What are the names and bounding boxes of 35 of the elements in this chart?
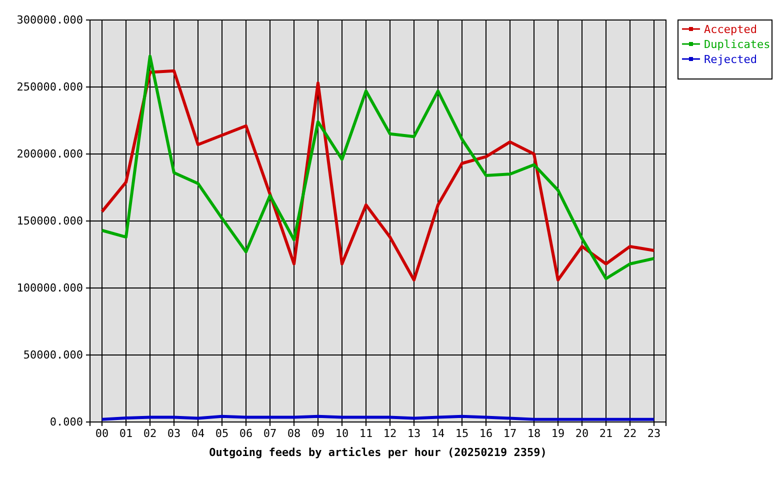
x-tick-label: 18 (527, 426, 541, 440)
y-tick-label: 150000.000 (16, 214, 83, 228)
legend-label: Accepted (704, 23, 757, 36)
x-tick-label: 05 (215, 426, 229, 440)
y-tick-label: 50000.000 (23, 348, 83, 362)
x-tick-label: 12 (383, 426, 397, 440)
x-tick-label: 07 (263, 426, 277, 440)
x-tick-label: 11 (359, 426, 373, 440)
x-tick-label: 10 (335, 426, 349, 440)
y-tick-label: 100000.000 (16, 282, 83, 295)
y-tick-label: 0.000 (50, 416, 83, 429)
legend-label: Rejected (704, 53, 757, 66)
x-tick-label: 14 (431, 426, 445, 440)
x-tick-label: 01 (119, 426, 133, 440)
x-tick-label: 23 (647, 426, 661, 440)
y-tick-label: 200000.000 (16, 148, 83, 161)
x-tick-label: 06 (239, 426, 253, 440)
x-tick-label: 02 (143, 426, 157, 440)
x-tick-label: 09 (311, 426, 325, 440)
x-tick-label: 08 (287, 426, 301, 440)
x-tick-label: 03 (167, 426, 181, 440)
x-axis-title: Outgoing feeds by articles per hour (20250219 2359) (209, 446, 547, 459)
x-tick-label: 15 (455, 426, 469, 440)
legend-label: Duplicates (704, 38, 770, 51)
x-tick-label: 17 (503, 426, 517, 440)
x-tick-label: 04 (191, 426, 205, 440)
x-tick-label: 16 (479, 426, 493, 440)
y-tick-label: 250000.000 (16, 80, 83, 94)
x-tick-label: 22 (623, 426, 637, 440)
x-tick-label: 21 (599, 426, 613, 440)
y-tick-label: 300000.000 (16, 14, 83, 27)
x-tick-label: 19 (551, 426, 565, 440)
x-tick-label: 20 (575, 426, 589, 440)
x-tick-label: 00 (95, 426, 109, 440)
x-tick-label: 13 (407, 426, 421, 440)
